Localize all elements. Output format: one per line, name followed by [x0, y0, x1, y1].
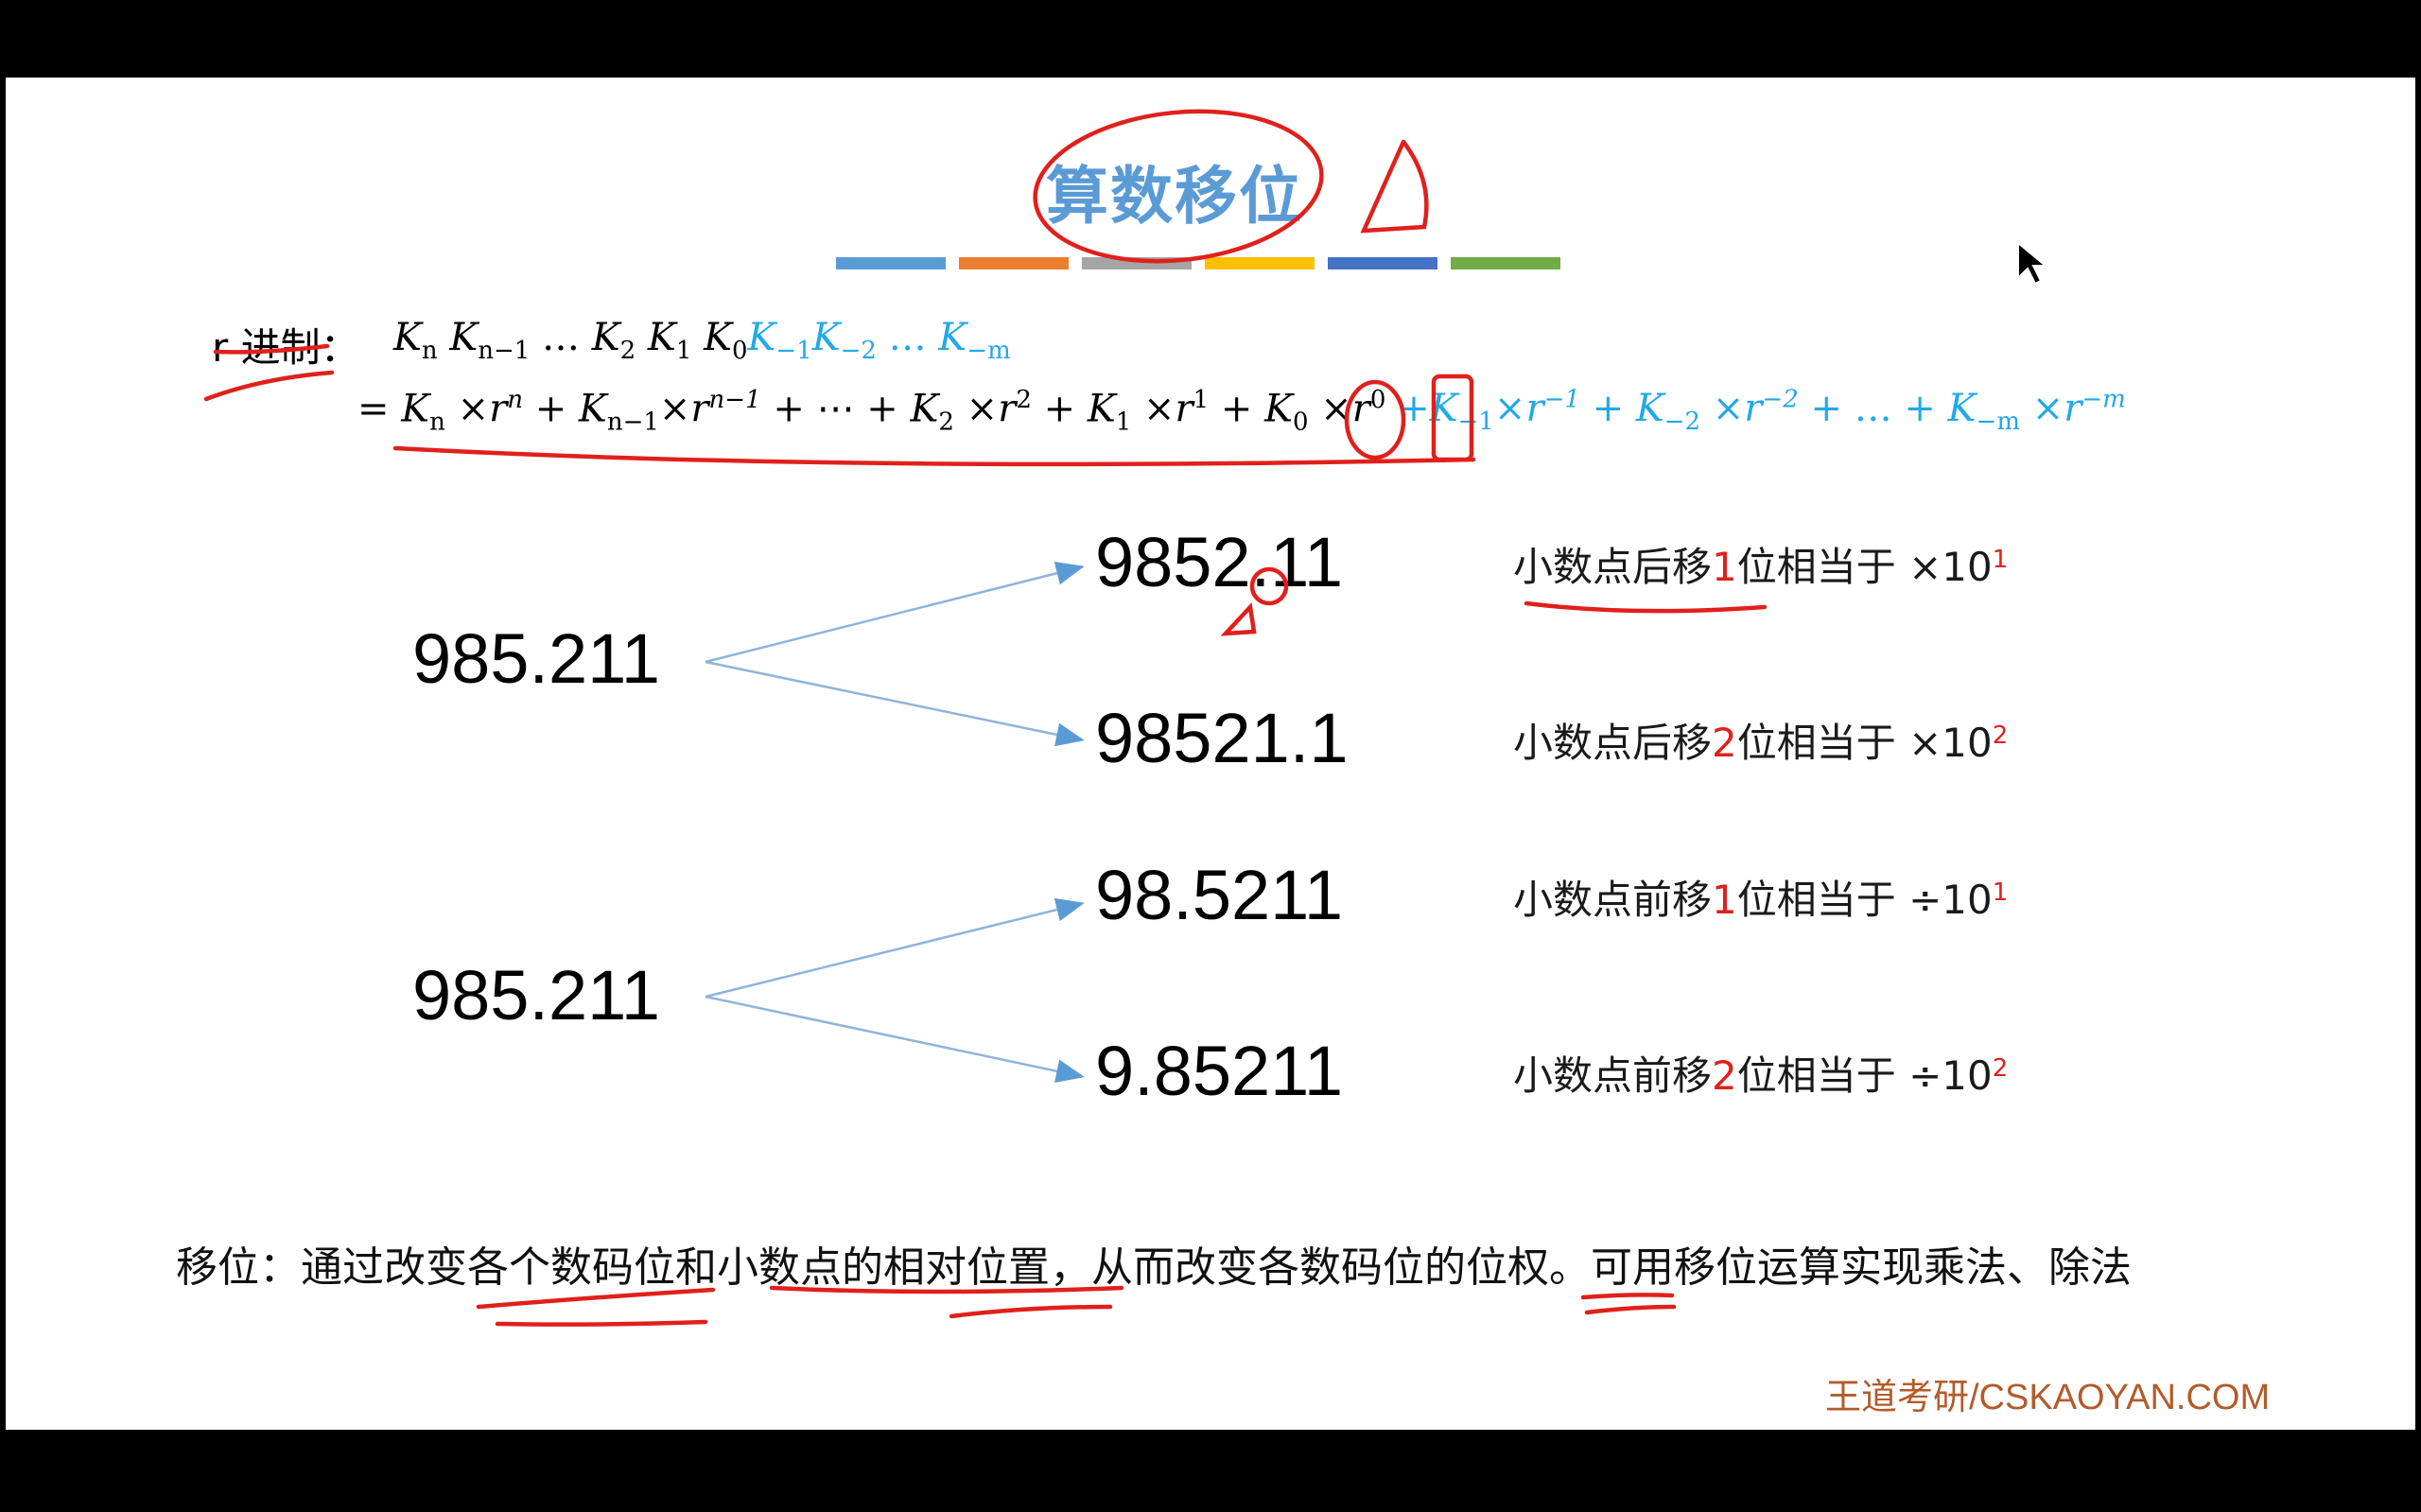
accent-bar: [1205, 257, 1315, 269]
shift-note-3: 小数点前移1位相当于 ÷101: [1513, 877, 2009, 923]
summary-underline-3: [1580, 1293, 1677, 1315]
accent-bar: [959, 257, 1069, 269]
accent-bar: [836, 257, 946, 269]
accent-bar: [1082, 257, 1192, 269]
radix-expansion: = Kn ×rn + Kn−1×rn−1 + ⋯ + K2 ×r2 + K1 ×…: [357, 386, 2126, 437]
summary-underline-1: [476, 1287, 716, 1327]
accent-bar: [1328, 257, 1437, 269]
target-number-4: 9.85211: [1095, 1032, 1343, 1110]
source-number-1: 985.211: [412, 619, 660, 698]
decimal-triangle: [1220, 602, 1257, 636]
accent-bar: [1451, 257, 1560, 269]
slide: 算数移位 r 进制： Kn Kn−1 … K2 K1 K0K−1K−2 … K−…: [6, 78, 2415, 1430]
summary-text: 移位：通过改变各个数码位和小数点的相对位置，从而改变各数码位的位权。可用移位运算…: [176, 1243, 2132, 1292]
target-number-3: 98.5211: [1095, 856, 1343, 934]
radix-label: r 进制：: [212, 324, 360, 371]
note-underline: [1524, 600, 1768, 614]
expansion-underline: [392, 445, 1476, 467]
target-number-1: 9852.11: [1095, 523, 1343, 601]
shift-note-4: 小数点前移2位相当于 ÷102: [1513, 1052, 2009, 1099]
arrow-4: [705, 995, 1085, 1084]
footer-brand: 王道考研/CSKAOYAN.COM: [1825, 1378, 2271, 1417]
shift-note-1: 小数点后移1位相当于 ×101: [1513, 544, 2009, 590]
arrow-3: [705, 897, 1085, 999]
shift-note-2: 小数点后移2位相当于 ×102: [1513, 720, 2009, 766]
arrow-2: [705, 660, 1085, 747]
source-number-2: 985.211: [412, 956, 660, 1034]
cursor-icon: [2017, 240, 2048, 286]
triangle-annotation: [1360, 139, 1429, 234]
arrow-1: [705, 562, 1085, 664]
slide-title: 算数移位: [1046, 160, 1303, 233]
target-number-2: 98521.1: [1095, 699, 1349, 777]
shift-arrows: [705, 562, 1085, 1084]
radix-digits: Kn Kn−1 … K2 K1 K0K−1K−2 … K−m: [393, 316, 1011, 365]
